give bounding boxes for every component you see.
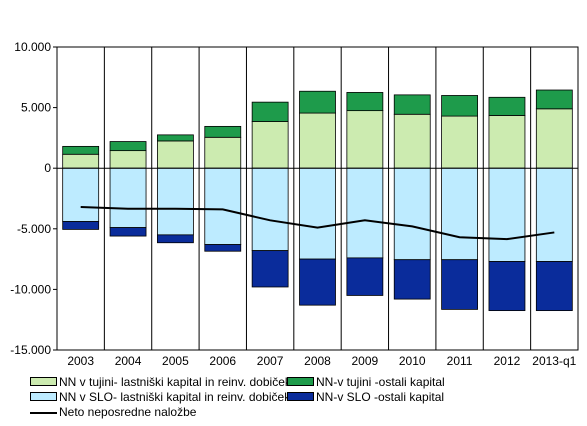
bar-segment (535, 108, 573, 169)
y-tick-label: 10.000 (14, 40, 51, 54)
bar-segment (441, 259, 478, 310)
legend-label: Neto neposredne naložbe (59, 405, 197, 419)
bar-segment (535, 261, 573, 312)
bar-segment (157, 140, 194, 169)
bar-segment (251, 121, 289, 169)
x-tick-label: 2012 (494, 354, 521, 368)
plot-area: 10.000 5.000 0 -5.000 -10.000 -15.000 2003 2004… (10, 40, 579, 368)
bar-segment (441, 167, 478, 261)
bar-segment (346, 257, 384, 296)
bar-segment (441, 95, 478, 117)
bar-segment (535, 89, 573, 110)
bar-segment (488, 96, 526, 116)
bar-segment (393, 113, 431, 169)
x-tick-label: 2010 (399, 354, 426, 368)
bar-segment (346, 92, 384, 112)
legend-swatch (30, 392, 57, 401)
x-tick-label: 2005 (162, 354, 189, 368)
bar-segment (204, 244, 242, 252)
bar-segment (62, 221, 100, 230)
legend-label: NN v tujini- lastniški kapital in reinv.… (59, 375, 291, 389)
bar-segment (62, 167, 100, 222)
bar-segment (441, 115, 478, 169)
x-tick-label: 2013-q1 (532, 354, 576, 368)
x-tick-label: 2011 (447, 354, 473, 368)
bar-segment (109, 141, 147, 152)
bar-segment (157, 167, 194, 236)
bar-segment (299, 167, 336, 260)
y-tick-label: -5.000 (17, 222, 51, 236)
y-tick-label: 5.000 (21, 101, 51, 115)
plot-frame (56, 46, 579, 351)
bar-segment (62, 153, 100, 169)
legend-swatch (30, 412, 57, 414)
legend-swatch (30, 377, 57, 386)
legend-label: NN-v tujini -ostali kapital (316, 375, 445, 389)
x-tick-label: 2004 (115, 354, 142, 368)
legend-label: NN-v SLO -ostali kapital (316, 390, 445, 404)
bar-segment (157, 134, 194, 142)
bar-segment (109, 227, 147, 237)
bar-segment (488, 167, 526, 262)
bar-segment (109, 167, 147, 228)
legend-swatch (287, 377, 314, 386)
bar-segment (488, 115, 526, 169)
y-tick-label: -10.000 (10, 282, 51, 296)
bar-segment (204, 136, 242, 169)
x-tick-label: 2007 (257, 354, 284, 368)
bar-segment (204, 167, 242, 245)
x-tick-label: 2008 (304, 354, 331, 368)
legend-label: NN v SLO- lastniški kapital in reinv. do… (59, 390, 291, 404)
x-tick-label: 2006 (209, 354, 236, 368)
bar-segment (346, 167, 384, 259)
bar-segment (299, 112, 336, 169)
y-tick-label: -15.000 (10, 343, 51, 357)
bar-segment (62, 145, 100, 155)
bar-segment (109, 150, 147, 169)
series-line-neto (80, 205, 555, 241)
y-tick-label: 0 (44, 161, 51, 175)
bar-segment (346, 110, 384, 169)
bar-segment (393, 167, 431, 261)
bar-segment (299, 90, 336, 114)
bar-segment (204, 125, 242, 138)
bar-segment (393, 259, 431, 300)
bar-segment (535, 167, 573, 262)
bar-segment (251, 167, 289, 252)
bar-segment (299, 258, 336, 306)
bar-segment (488, 261, 526, 312)
x-tick-label: 2009 (352, 354, 379, 368)
bar-segment (251, 101, 289, 122)
legend-swatch (287, 392, 314, 401)
x-tick-label: 2003 (67, 354, 94, 368)
bar-segment (251, 250, 289, 288)
bar-segment (157, 234, 194, 244)
bar-segment (393, 94, 431, 115)
